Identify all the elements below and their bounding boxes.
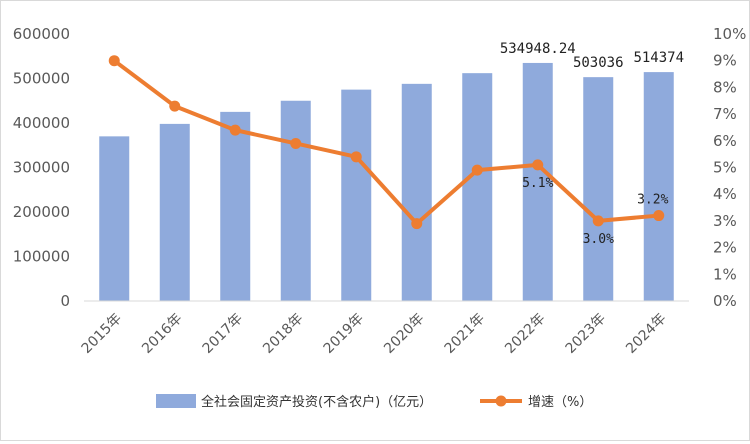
growth-line-point bbox=[653, 210, 665, 222]
legend-line-label: 增速（%） bbox=[528, 395, 592, 410]
bar-data-label: 534948.24 bbox=[500, 41, 576, 57]
left-axis-tick-label: 600000 bbox=[13, 25, 70, 43]
right-axis-tick-label: 3% bbox=[713, 212, 737, 230]
growth-line-point bbox=[592, 215, 604, 227]
x-axis-tick-label: 2018年 bbox=[260, 311, 306, 357]
bar bbox=[220, 111, 251, 301]
x-axis-tick-label: 2016年 bbox=[139, 311, 185, 357]
x-axis-ticks: 2015年 2016年 2017年 2018年 2019年 2020年 2021年 2022年… bbox=[79, 311, 670, 357]
x-axis-tick-label: 2015年 bbox=[79, 311, 125, 357]
right-axis-tick-label: 5% bbox=[713, 159, 737, 177]
x-axis-tick-label: 2021年 bbox=[442, 311, 488, 357]
x-axis-tick-label: 2017年 bbox=[200, 311, 246, 357]
line-data-label: 5.1% bbox=[522, 176, 553, 191]
legend-bar-label: 全社会固定资产投资(不含农户)（亿元） bbox=[201, 394, 432, 410]
right-axis-tick-label: 6% bbox=[713, 132, 737, 150]
bar bbox=[643, 72, 674, 301]
right-axis-tick-label: 2% bbox=[713, 239, 737, 257]
bar bbox=[401, 83, 432, 301]
growth-line-point bbox=[471, 164, 483, 176]
growth-line-series bbox=[108, 55, 665, 230]
bar-data-label: 514374 bbox=[633, 50, 684, 66]
growth-line-point bbox=[350, 151, 362, 163]
x-axis-tick-label: 2023年 bbox=[563, 311, 609, 357]
line-data-label: 3.2% bbox=[637, 193, 668, 208]
left-axis-tick-label: 200000 bbox=[13, 203, 70, 221]
right-axis-tick-label: 9% bbox=[713, 52, 737, 70]
bar bbox=[522, 62, 553, 302]
x-axis-tick-label: 2019年 bbox=[321, 311, 367, 357]
left-axis-tick-label: 400000 bbox=[13, 114, 70, 132]
left-axis-tick-label: 300000 bbox=[13, 159, 70, 177]
line-data-label: 3.0% bbox=[583, 232, 614, 247]
legend-bar-swatch bbox=[156, 394, 196, 408]
right-axis-tick-label: 7% bbox=[713, 105, 737, 123]
growth-line-point bbox=[532, 159, 544, 171]
bar-series bbox=[99, 62, 674, 302]
x-axis-tick-label: 2020年 bbox=[381, 311, 427, 357]
left-axis-tick-label: 100000 bbox=[13, 248, 70, 266]
line-data-labels: 5.1% 3.0% 3.2% bbox=[522, 176, 668, 247]
bar bbox=[280, 100, 311, 301]
bar bbox=[99, 136, 130, 301]
bar bbox=[583, 77, 614, 301]
legend: 全社会固定资产投资(不含农户)（亿元） 增速（%） bbox=[156, 394, 592, 410]
legend-line-marker bbox=[495, 395, 507, 407]
right-axis-tick-label: 1% bbox=[713, 265, 737, 283]
bar bbox=[341, 89, 372, 301]
growth-line-point bbox=[108, 55, 120, 67]
growth-line-point bbox=[169, 100, 181, 112]
left-axis-ticks: 0 100000 200000 300000 400000 500000 600000 bbox=[13, 25, 70, 310]
left-axis-tick-label: 500000 bbox=[13, 70, 70, 88]
x-axis-tick-label: 2024年 bbox=[623, 311, 669, 357]
right-axis-tick-label: 10% bbox=[713, 25, 746, 43]
right-axis-tick-label: 0% bbox=[713, 292, 737, 310]
growth-line-point bbox=[290, 137, 302, 149]
right-axis-ticks: 0% 1% 2% 3% 4% 5% 6% 7% 8% 9% 10% bbox=[713, 25, 746, 310]
growth-line-point bbox=[411, 218, 423, 230]
right-axis-tick-label: 8% bbox=[713, 78, 737, 96]
bar-data-label: 503036 bbox=[573, 55, 624, 71]
growth-line-point bbox=[229, 124, 241, 136]
bar bbox=[159, 123, 190, 301]
bar bbox=[462, 73, 493, 301]
growth-line bbox=[113, 59, 659, 226]
x-axis-tick-label: 2022年 bbox=[502, 311, 548, 357]
left-axis-tick-label: 0 bbox=[60, 292, 70, 310]
right-axis-tick-label: 4% bbox=[713, 185, 737, 203]
